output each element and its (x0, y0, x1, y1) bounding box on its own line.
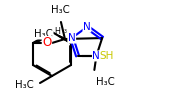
Text: H₃C: H₃C (34, 29, 53, 39)
Text: N: N (83, 22, 91, 32)
Text: $_3$: $_3$ (63, 28, 68, 36)
Text: H₃C: H₃C (51, 5, 69, 15)
Text: O: O (42, 36, 52, 49)
Text: H₃C: H₃C (15, 80, 34, 90)
Text: H₃C: H₃C (96, 77, 115, 87)
Text: N: N (68, 33, 76, 43)
Text: H: H (54, 27, 60, 36)
Text: N: N (92, 51, 100, 61)
Text: SH: SH (100, 51, 114, 61)
